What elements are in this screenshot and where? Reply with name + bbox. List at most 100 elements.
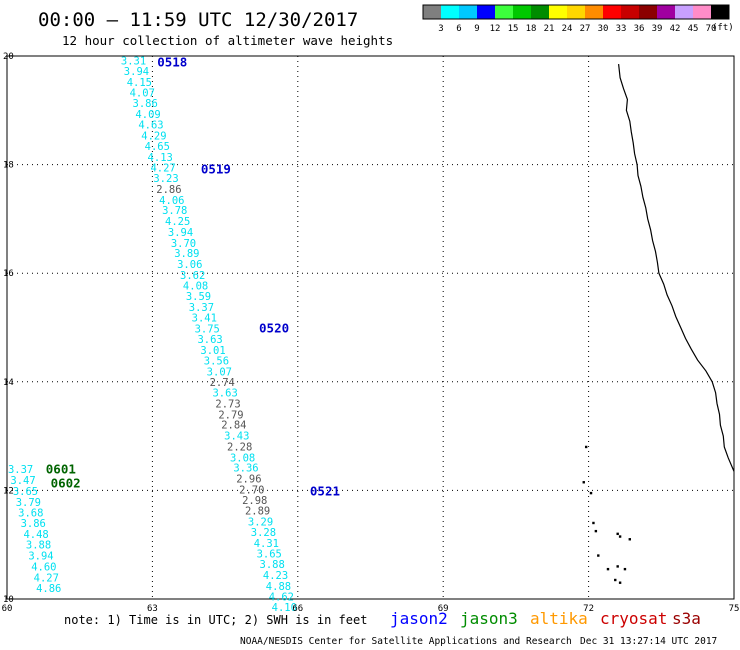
swh-value: 2.70 (239, 484, 264, 496)
pass-label: 0520 (259, 321, 289, 336)
swh-value: 3.65 (257, 548, 282, 560)
swh-value: 3.88 (260, 559, 285, 571)
swh-value: 4.65 (145, 141, 170, 153)
swh-value: 3.07 (207, 366, 232, 378)
swh-value: 4.63 (138, 119, 163, 131)
swh-value: 3.88 (26, 540, 51, 552)
colorbar-swatch (675, 5, 694, 19)
colorbar-tick-label: 3 (438, 24, 443, 34)
colorbar-tick-label: 39 (652, 24, 663, 34)
swh-value: 4.25 (165, 216, 190, 228)
footnote: note: 1) Time is in UTC; 2) SWH is in fe… (64, 613, 367, 627)
island-dot (584, 445, 588, 449)
swh-value: 2.84 (221, 420, 246, 432)
satellite-legend: jason2 jason3 altika cryosat s3a (390, 609, 701, 628)
map-subtitle: 12 hour collection of altimeter wave hei… (62, 33, 393, 48)
swh-value: 3.75 (195, 324, 220, 336)
swh-value: 4.48 (23, 529, 48, 541)
colorbar-tick-label: 12 (490, 24, 501, 34)
timestamp-text: Dec 31 13:27:14 UTC 2017 (580, 636, 717, 647)
swh-value: 3.86 (133, 98, 158, 110)
swh-value: 3.62 (180, 270, 205, 282)
swh-value: 3.86 (21, 518, 46, 530)
swh-value: 3.06 (177, 259, 202, 271)
lon-tick-label: 72 (583, 604, 594, 614)
colorbar-tick-label: 70 (706, 24, 717, 34)
colorbar-tick-label: 9 (474, 24, 479, 34)
colorbar-tick-label: 45 (688, 24, 699, 34)
swh-value: 3.56 (204, 356, 229, 368)
swh-value: 2.86 (156, 184, 181, 196)
swh-value: 2.74 (210, 377, 235, 389)
swh-value: 4.31 (254, 538, 279, 550)
lon-tick-label: 60 (2, 604, 13, 614)
swh-value: 4.60 (31, 561, 56, 573)
swh-value: 3.01 (200, 345, 225, 357)
credit-text: NOAA/NESDIS Center for Satellite Applica… (240, 636, 572, 647)
swh-value: 3.36 (233, 463, 258, 475)
swh-value: 4.13 (148, 152, 173, 164)
swh-value: 3.65 (13, 486, 38, 498)
colorbar-swatch (531, 5, 550, 19)
axis-tick-labels: 60 63 66 69 72 75 10 12 14 16 18 20 (2, 52, 740, 614)
lon-tick-label: 69 (438, 604, 449, 614)
island-dot (594, 529, 598, 533)
island-dot (628, 538, 631, 541)
lon-tick-label: 75 (729, 604, 740, 614)
swh-value: 4.08 (183, 281, 208, 293)
swh-value: 3.59 (186, 291, 211, 303)
island-dot (618, 535, 622, 538)
colorbar-tick-label: 6 (456, 24, 461, 34)
colorbar-swatch (459, 5, 478, 19)
swh-value: 3.79 (16, 497, 41, 509)
lat-tick-label: 10 (3, 595, 14, 605)
island-dot (606, 567, 610, 571)
pass-label: 0601 (46, 462, 76, 477)
colorbar-tick-label: 27 (580, 24, 591, 34)
colorbar-swatch (603, 5, 622, 19)
swh-value: 4.27 (150, 162, 175, 174)
legend-cryosat: cryosat (600, 609, 667, 628)
map-frame (6, 55, 735, 600)
swh-value: 2.98 (242, 495, 267, 507)
lat-lon-grid (7, 56, 734, 599)
swh-value: 4.10 (272, 602, 297, 614)
swh-value: 3.68 (18, 508, 43, 520)
swh-value: 2.73 (215, 399, 240, 411)
swh-value: 2.89 (245, 505, 270, 517)
swh-value: 4.29 (141, 130, 166, 142)
colorbar-outline (422, 4, 730, 20)
swh-value: 3.47 (10, 475, 35, 487)
colorbar-tick-label: 42 (670, 24, 681, 34)
swh-value: 3.08 (230, 452, 255, 464)
swh-value: 3.63 (212, 388, 237, 400)
colorbar-tick-label: 21 (544, 24, 555, 34)
swh-value: 4.62 (269, 591, 294, 603)
lat-tick-label: 14 (3, 378, 14, 388)
colorbar-swatch (585, 5, 604, 19)
island-dot (582, 481, 585, 484)
swh-value: 3.94 (168, 227, 193, 239)
pass-label: 0518 (157, 54, 187, 69)
island-dot (623, 567, 627, 571)
swh-value: 3.29 (248, 516, 273, 528)
colorbar-tick-label: 30 (598, 24, 609, 34)
colorbar-swatch (423, 5, 442, 19)
colorbar-tick-label: 18 (526, 24, 537, 34)
island-dot (616, 565, 619, 568)
swh-value: 3.23 (153, 173, 178, 185)
lon-tick-label: 63 (147, 604, 158, 614)
colorbar-swatch (711, 5, 730, 19)
swh-value: 2.28 (227, 441, 252, 453)
colorbar-swatch (441, 5, 460, 19)
legend-jason3: jason3 (460, 609, 518, 628)
swh-value: 3.63 (197, 334, 222, 346)
colorbar-swatch (549, 5, 568, 19)
swh-value: 3.70 (171, 238, 196, 250)
lat-tick-label: 18 (3, 161, 14, 171)
swh-value: 3.89 (174, 248, 199, 260)
colorbar-swatch (495, 5, 514, 19)
swh-value: 3.94 (124, 66, 149, 78)
colorbar-unit: (ft) (712, 23, 734, 33)
island-dot (618, 581, 622, 584)
